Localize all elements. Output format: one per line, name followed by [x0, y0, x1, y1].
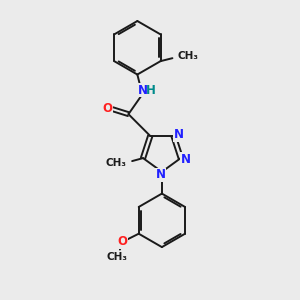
Text: O: O: [118, 235, 128, 248]
Text: N: N: [173, 128, 184, 142]
Text: CH₃: CH₃: [177, 51, 198, 61]
Text: N: N: [181, 153, 191, 166]
Text: O: O: [103, 102, 112, 115]
Text: N: N: [156, 168, 166, 181]
Text: CH₃: CH₃: [105, 158, 126, 168]
Text: H: H: [146, 84, 156, 97]
Text: N: N: [138, 84, 148, 97]
Text: CH₃: CH₃: [106, 251, 128, 262]
